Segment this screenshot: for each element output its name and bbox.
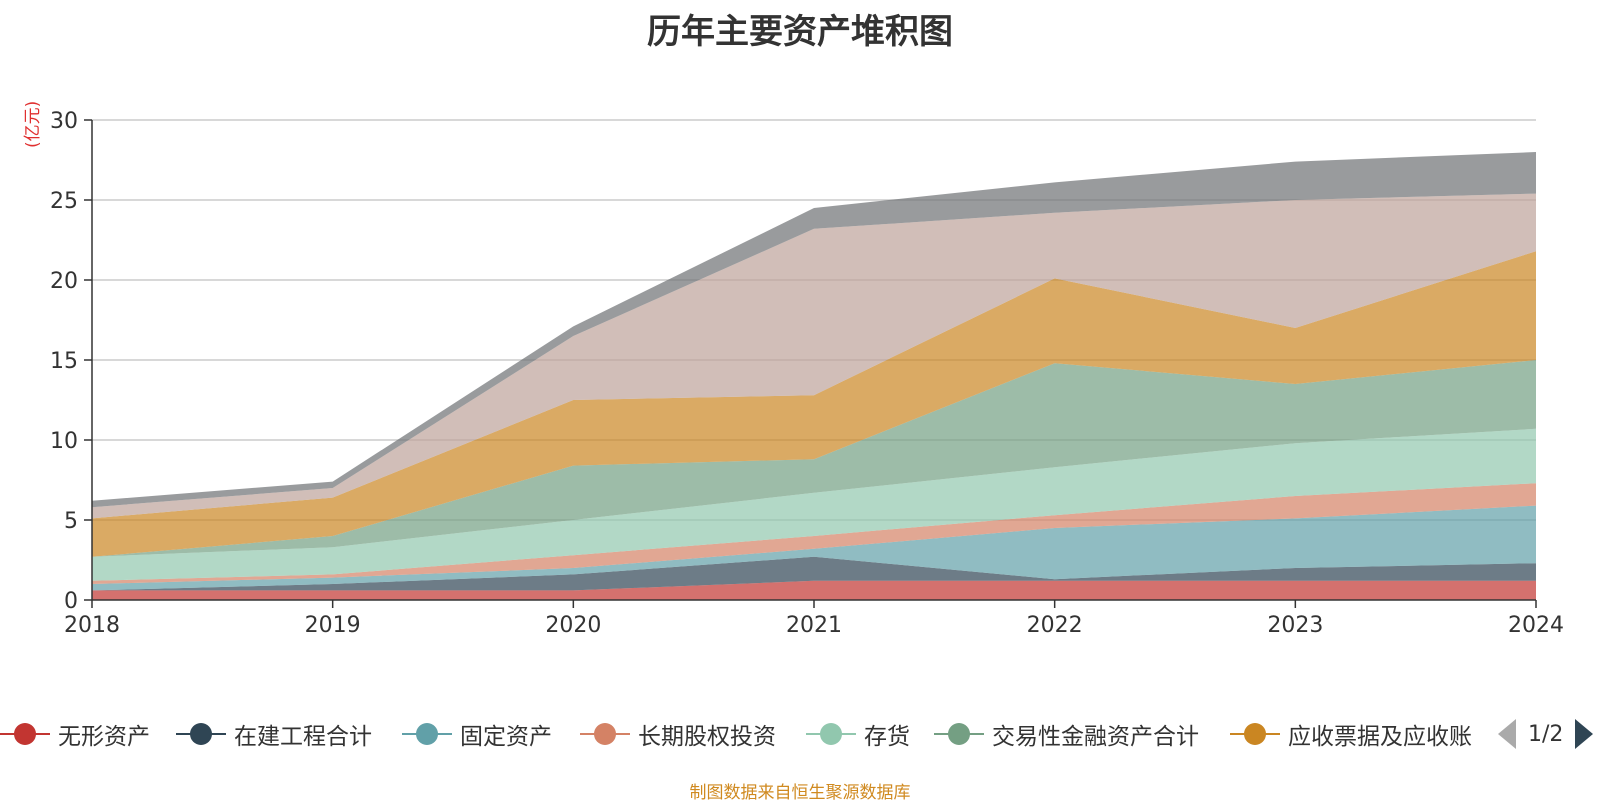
area-series-6[interactable] (92, 251, 1536, 557)
area-series-4[interactable] (92, 428, 1536, 581)
legend-label: 固定资产 (460, 724, 552, 750)
legend-item-trading-financial-assets[interactable]: 交易性金融资产合计 (934, 714, 1199, 754)
data-source-footer: 制图数据来自恒生聚源数据库 (689, 783, 911, 803)
pager-prev-icon[interactable] (1498, 719, 1516, 749)
legend-item-intangible-assets[interactable]: 无形资产 (0, 714, 150, 754)
y-tick-label-15: 15 (50, 349, 78, 374)
legend-dot-icon (416, 723, 438, 745)
chart-title: 历年主要资产堆积图 (647, 12, 953, 52)
legend: 无形资产 在建工程合计 固定资产 长期股权投资 存货 交易性金融资产合计 应收票… (0, 714, 1600, 754)
legend-dot-icon (820, 723, 842, 745)
area-series-2[interactable] (92, 505, 1536, 591)
y-tick-label-30: 30 (50, 109, 78, 134)
x-tick-label-2020: 2020 (545, 613, 601, 638)
area-series-1[interactable] (92, 556, 1536, 591)
y-tick-label-20: 20 (50, 269, 78, 294)
legend-label: 无形资产 (58, 724, 150, 750)
x-tick-label-2022: 2022 (1027, 613, 1083, 638)
y-tick-label-0: 0 (64, 589, 78, 614)
x-tick-label-2021: 2021 (786, 613, 842, 638)
legend-dot-icon (948, 723, 970, 745)
x-tick-label-2023: 2023 (1267, 613, 1323, 638)
legend-item-long-term-equity[interactable]: 长期股权投资 (580, 714, 776, 754)
area-series-0[interactable] (92, 580, 1536, 600)
x-tick-label-2018: 2018 (64, 613, 120, 638)
area-series-3[interactable] (92, 483, 1536, 584)
legend-item-inventory[interactable]: 存货 (806, 714, 910, 754)
legend-label: 在建工程合计 (234, 724, 372, 750)
legend-label: 长期股权投资 (638, 724, 776, 750)
pager-page-text: 1/2 (1528, 721, 1564, 747)
y-tick-label-5: 5 (64, 509, 78, 534)
area-series (92, 152, 1536, 600)
x-tick-label-2024: 2024 (1508, 613, 1564, 638)
legend-label: 交易性金融资产合计 (992, 724, 1199, 750)
legend-item-construction-in-progress[interactable]: 在建工程合计 (176, 714, 372, 754)
y-tick-label-10: 10 (50, 429, 78, 454)
legend-dot-icon (594, 723, 616, 745)
area-series-7[interactable] (92, 193, 1536, 519)
legend-item-receivables[interactable]: 应收票据及应收账 (1230, 714, 1472, 754)
x-tick-label-2019: 2019 (305, 613, 361, 638)
legend-dot-icon (14, 723, 36, 745)
axes: 0 5 10 15 20 25 30 2018 2019 2020 2021 2022 2023 2024 (50, 109, 1564, 638)
stacked-area-chart: 0 5 10 15 20 25 30 2018 2019 2020 2021 2022 2023 2024 (50, 109, 1564, 638)
area-series-5[interactable] (92, 360, 1536, 557)
legend-pager: 1/2 (1498, 716, 1594, 752)
legend-label: 存货 (864, 724, 910, 750)
legend-dot-icon (190, 723, 212, 745)
legend-item-fixed-assets[interactable]: 固定资产 (402, 714, 552, 754)
y-tick-label-25: 25 (50, 189, 78, 214)
pager-next-icon[interactable] (1575, 719, 1594, 749)
legend-dot-icon (1244, 723, 1266, 745)
area-series-8[interactable] (92, 152, 1536, 508)
legend-label: 应收票据及应收账 (1288, 724, 1472, 750)
